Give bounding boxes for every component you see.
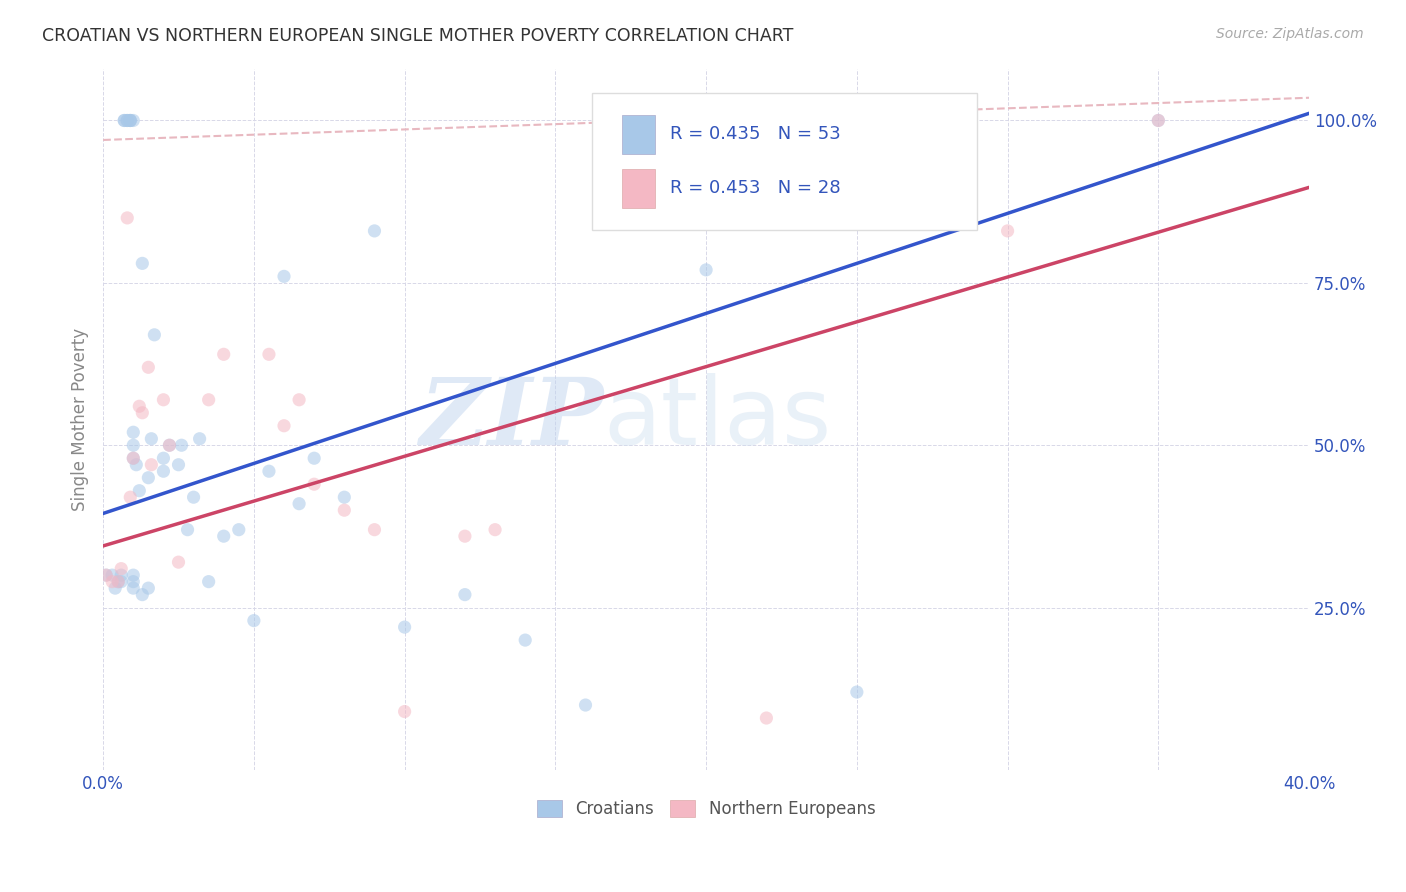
Point: [845, 685, 868, 699]
Point: [122, 574, 145, 589]
Point: [117, 211, 139, 225]
Point: [394, 620, 416, 634]
Text: CROATIAN VS NORTHERN EUROPEAN SINGLE MOTHER POVERTY CORRELATION CHART: CROATIAN VS NORTHERN EUROPEAN SINGLE MOT…: [42, 27, 793, 45]
Point: [333, 503, 356, 517]
Point: [107, 574, 129, 589]
Y-axis label: Single Mother Poverty: Single Mother Poverty: [72, 327, 89, 511]
Point: [197, 574, 219, 589]
Point: [110, 568, 132, 582]
Text: ZIP: ZIP: [419, 375, 603, 464]
Point: [228, 523, 250, 537]
Point: [101, 568, 124, 582]
Point: [273, 418, 295, 433]
Point: [141, 458, 163, 472]
Point: [138, 581, 160, 595]
Point: [138, 471, 160, 485]
Point: [997, 224, 1019, 238]
Point: [122, 438, 145, 452]
Point: [363, 224, 385, 238]
Point: [122, 451, 145, 466]
Point: [363, 523, 385, 537]
Point: [110, 561, 132, 575]
Text: R = 0.435   N = 53: R = 0.435 N = 53: [669, 126, 841, 144]
Point: [183, 490, 205, 504]
Point: [188, 432, 211, 446]
Bar: [621, 169, 655, 208]
Text: Source: ZipAtlas.com: Source: ZipAtlas.com: [1216, 27, 1364, 41]
Point: [101, 574, 124, 589]
Point: [159, 438, 181, 452]
Point: [484, 523, 506, 537]
Legend: Croatians, Northern Europeans: Croatians, Northern Europeans: [530, 793, 882, 825]
Point: [695, 263, 717, 277]
Point: [1147, 113, 1170, 128]
Point: [122, 113, 145, 128]
Point: [128, 399, 150, 413]
Point: [94, 568, 117, 582]
Point: [167, 555, 190, 569]
Point: [152, 392, 174, 407]
Point: [117, 113, 139, 128]
Point: [122, 568, 145, 582]
Point: [176, 523, 198, 537]
Point: [131, 406, 153, 420]
Point: [454, 529, 477, 543]
Point: [120, 113, 142, 128]
Bar: [621, 115, 655, 153]
Text: atlas: atlas: [603, 373, 832, 466]
Point: [1147, 113, 1170, 128]
Point: [515, 633, 537, 648]
Point: [94, 568, 117, 582]
Point: [333, 490, 356, 504]
Point: [138, 360, 160, 375]
Point: [288, 497, 311, 511]
Point: [302, 451, 325, 466]
Point: [120, 113, 142, 128]
Point: [167, 458, 190, 472]
Point: [122, 581, 145, 595]
Point: [131, 588, 153, 602]
Point: [212, 347, 235, 361]
Point: [257, 347, 280, 361]
Point: [243, 614, 266, 628]
Point: [755, 711, 778, 725]
Point: [574, 698, 596, 712]
Point: [117, 113, 139, 128]
Point: [257, 464, 280, 478]
Point: [143, 327, 166, 342]
FancyBboxPatch shape: [592, 93, 977, 230]
Point: [104, 581, 127, 595]
Point: [159, 438, 181, 452]
Point: [112, 113, 135, 128]
Point: [131, 256, 153, 270]
Point: [152, 464, 174, 478]
Point: [122, 451, 145, 466]
Point: [112, 113, 135, 128]
Point: [120, 113, 142, 128]
Point: [125, 458, 148, 472]
Point: [197, 392, 219, 407]
Point: [107, 574, 129, 589]
Point: [152, 451, 174, 466]
Point: [273, 269, 295, 284]
Text: R = 0.453   N = 28: R = 0.453 N = 28: [669, 179, 841, 197]
Point: [110, 574, 132, 589]
Point: [120, 490, 142, 504]
Point: [170, 438, 193, 452]
Point: [454, 588, 477, 602]
Point: [212, 529, 235, 543]
Point: [302, 477, 325, 491]
Point: [128, 483, 150, 498]
Point: [288, 392, 311, 407]
Point: [141, 432, 163, 446]
Point: [122, 425, 145, 440]
Point: [394, 705, 416, 719]
